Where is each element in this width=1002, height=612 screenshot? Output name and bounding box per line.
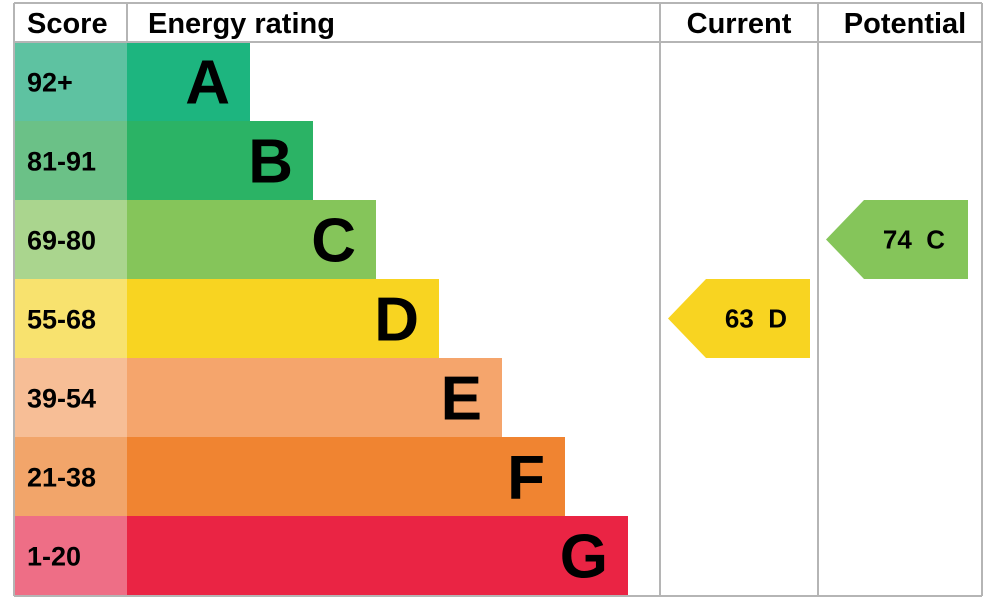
score-range-b: 81-91 xyxy=(27,147,96,177)
band-bar-g xyxy=(127,516,628,595)
score-range-f: 21-38 xyxy=(27,463,96,493)
score-cell-f xyxy=(14,437,127,516)
band-letter-g: G xyxy=(560,523,608,592)
score-range-c: 69-80 xyxy=(27,226,96,256)
band-bar-a xyxy=(127,42,250,121)
score-range-g: 1-20 xyxy=(27,542,81,572)
band-bar-f xyxy=(127,437,565,516)
band-letter-e: E xyxy=(441,365,482,434)
band-bar-e xyxy=(127,358,502,437)
score-cell-a xyxy=(14,42,127,121)
band-row-a: 92+ A xyxy=(14,42,250,121)
header-score: Score xyxy=(27,8,108,40)
bands: 92+ A 81-91 B 69-80 C 55-68 D 39-54 E 21-38 F 1-20 G xyxy=(14,42,628,595)
score-range-d: 55-68 xyxy=(27,305,96,335)
current-rating-arrow: 63 D xyxy=(668,279,810,358)
band-row-f: 21-38 F xyxy=(14,437,565,516)
band-letter-a: A xyxy=(185,49,230,118)
band-bar-b xyxy=(127,121,313,200)
score-cell-b xyxy=(14,121,127,200)
band-row-g: 1-20 G xyxy=(14,516,628,595)
potential-rating-arrow: 74 C xyxy=(826,200,968,279)
band-letter-f: F xyxy=(507,444,545,513)
band-row-e: 39-54 E xyxy=(14,358,502,437)
score-cell-d xyxy=(14,279,127,358)
score-cell-c xyxy=(14,200,127,279)
band-letter-c: C xyxy=(311,207,356,276)
header-row: Score Energy rating Current Potential xyxy=(27,8,966,40)
current-rating-arrow-shape xyxy=(668,279,810,358)
header-energy-rating: Energy rating xyxy=(148,8,335,40)
score-cell-e xyxy=(14,358,127,437)
table-grid xyxy=(13,2,983,597)
band-letter-d: D xyxy=(374,286,419,355)
header-potential: Potential xyxy=(844,8,966,40)
rating-arrows: 63 D 74 C xyxy=(668,200,968,358)
header-current: Current xyxy=(687,8,792,40)
band-row-c: 69-80 C xyxy=(14,200,376,279)
band-row-d: 55-68 D xyxy=(14,279,439,358)
potential-rating-arrow-label: 74 C xyxy=(883,225,945,255)
band-bar-d xyxy=(127,279,439,358)
score-range-a: 92+ xyxy=(27,68,73,98)
band-bar-c xyxy=(127,200,376,279)
band-letter-b: B xyxy=(248,128,293,197)
score-range-e: 39-54 xyxy=(27,384,96,414)
band-row-b: 81-91 B xyxy=(14,121,313,200)
current-rating-arrow-label: 63 D xyxy=(725,304,787,334)
score-cell-g xyxy=(14,516,127,595)
potential-rating-arrow-shape xyxy=(826,200,968,279)
